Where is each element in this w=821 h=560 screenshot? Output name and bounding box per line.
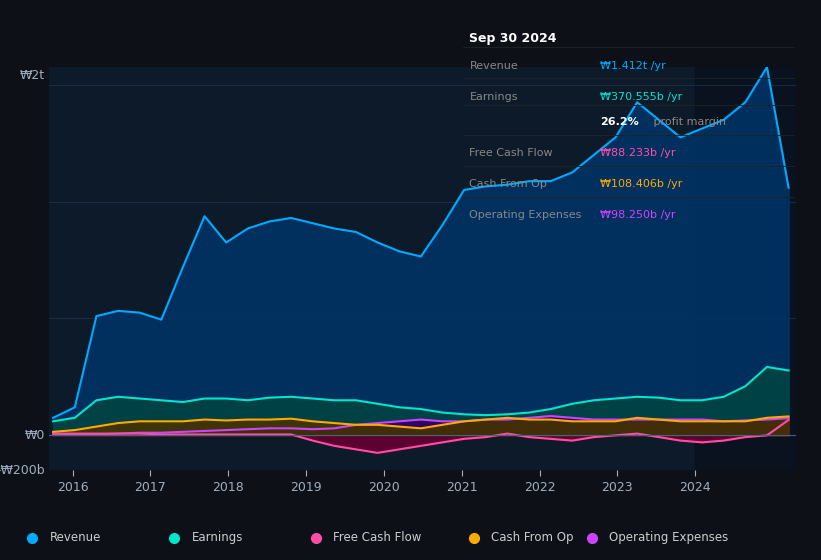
- Text: Revenue: Revenue: [49, 531, 101, 544]
- Text: Operating Expenses: Operating Expenses: [470, 210, 582, 220]
- Text: profit margin: profit margin: [650, 117, 727, 127]
- Text: Earnings: Earnings: [470, 92, 518, 102]
- Text: ₩88.233b /yr: ₩88.233b /yr: [600, 148, 676, 158]
- Text: ₩108.406b /yr: ₩108.406b /yr: [600, 179, 683, 189]
- Text: -₩200b: -₩200b: [0, 464, 45, 477]
- Text: ₩2t: ₩2t: [20, 69, 45, 82]
- Text: Free Cash Flow: Free Cash Flow: [333, 531, 422, 544]
- Text: Free Cash Flow: Free Cash Flow: [470, 148, 553, 158]
- Text: ₩370.555b /yr: ₩370.555b /yr: [600, 92, 683, 102]
- Text: Operating Expenses: Operating Expenses: [609, 531, 728, 544]
- Text: Sep 30 2024: Sep 30 2024: [470, 32, 557, 45]
- Text: Revenue: Revenue: [470, 61, 518, 71]
- Text: Cash From Op: Cash From Op: [470, 179, 548, 189]
- Bar: [695, 67, 796, 470]
- Text: ₩98.250b /yr: ₩98.250b /yr: [600, 210, 676, 220]
- Text: Earnings: Earnings: [191, 531, 243, 544]
- Text: Cash From Op: Cash From Op: [491, 531, 573, 544]
- Text: ₩1.412t /yr: ₩1.412t /yr: [600, 61, 666, 71]
- Text: ₩0: ₩0: [25, 429, 45, 442]
- Text: 26.2%: 26.2%: [600, 117, 640, 127]
